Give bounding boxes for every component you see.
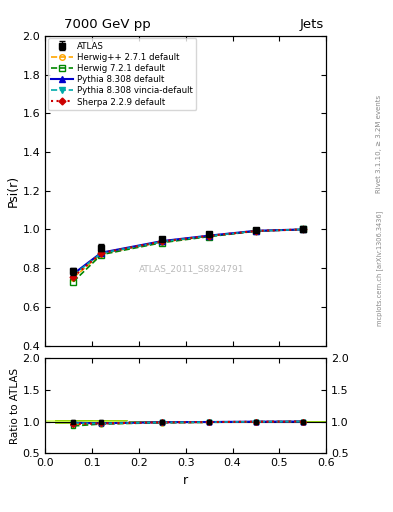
Line: Pythia 8.308 default: Pythia 8.308 default [70,227,305,277]
Line: Herwig 7.2.1 default: Herwig 7.2.1 default [70,227,305,285]
Text: Rivet 3.1.10, ≥ 3.2M events: Rivet 3.1.10, ≥ 3.2M events [376,95,382,194]
Pythia 8.308 vincia-default [71,272,75,278]
Herwig++ 2.7.1 default [71,275,75,281]
Herwig 7.2.1 default [71,279,75,285]
Herwig 7.2.1 default [253,228,258,234]
Line: Pythia 8.308 vincia-default: Pythia 8.308 vincia-default [70,227,305,278]
Line: Sherpa 2.2.9 default: Sherpa 2.2.9 default [71,227,305,280]
Text: ATLAS_2011_S8924791: ATLAS_2011_S8924791 [139,264,244,273]
Text: 7000 GeV pp: 7000 GeV pp [64,18,151,31]
Pythia 8.308 vincia-default [160,239,165,245]
Herwig 7.2.1 default [207,233,211,240]
Pythia 8.308 default [300,226,305,232]
Y-axis label: Ratio to ATLAS: Ratio to ATLAS [10,368,20,444]
Herwig 7.2.1 default [160,240,165,246]
Pythia 8.308 default [253,228,258,234]
X-axis label: r: r [183,474,188,486]
Herwig 7.2.1 default [99,251,104,258]
Pythia 8.308 vincia-default [253,228,258,234]
Text: mcplots.cern.ch [arXiv:1306.3436]: mcplots.cern.ch [arXiv:1306.3436] [376,210,383,326]
Sherpa 2.2.9 default [160,239,165,245]
Sherpa 2.2.9 default [207,233,211,239]
Herwig++ 2.7.1 default [253,228,258,234]
Pythia 8.308 default [99,250,104,256]
Herwig++ 2.7.1 default [300,226,305,232]
Herwig 7.2.1 default [300,226,305,232]
Herwig++ 2.7.1 default [207,233,211,239]
Sherpa 2.2.9 default [253,228,258,234]
Herwig++ 2.7.1 default [160,239,165,245]
Pythia 8.308 vincia-default [207,233,211,239]
Pythia 8.308 default [207,232,211,239]
Pythia 8.308 default [71,271,75,277]
Sherpa 2.2.9 default [71,274,75,280]
Pythia 8.308 default [160,238,165,244]
Sherpa 2.2.9 default [300,226,305,232]
Pythia 8.308 vincia-default [300,226,305,232]
Y-axis label: Psi(r): Psi(r) [7,175,20,207]
Line: Herwig++ 2.7.1 default: Herwig++ 2.7.1 default [70,227,305,281]
Text: Jets: Jets [299,18,323,31]
Sherpa 2.2.9 default [99,250,104,256]
Legend: ATLAS, Herwig++ 2.7.1 default, Herwig 7.2.1 default, Pythia 8.308 default, Pythi: ATLAS, Herwig++ 2.7.1 default, Herwig 7.… [48,38,196,110]
Pythia 8.308 vincia-default [99,250,104,257]
Herwig++ 2.7.1 default [99,250,104,257]
